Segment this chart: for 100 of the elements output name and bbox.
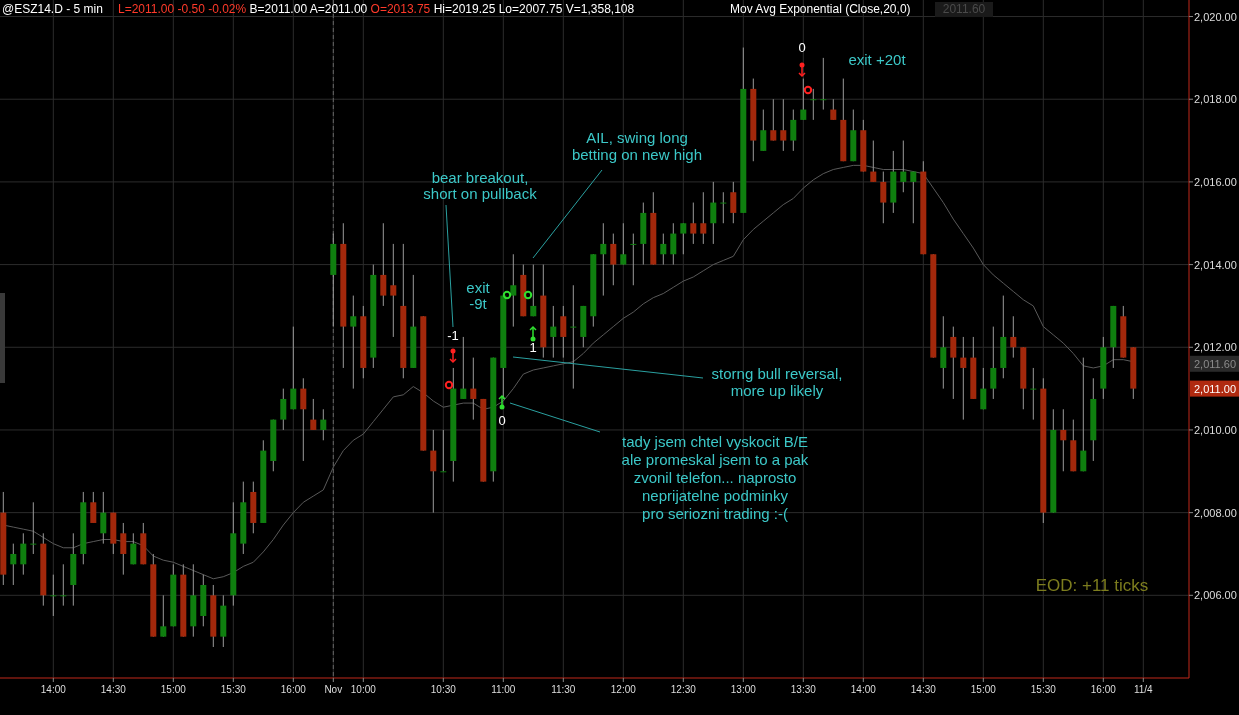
- candlestick: [550, 305, 557, 359]
- annotation: 0: [498, 413, 506, 428]
- candlestick: [310, 398, 317, 431]
- x-tick-label: 12:00: [610, 684, 637, 695]
- candlestick: [730, 181, 737, 224]
- candlestick: [160, 594, 167, 638]
- y-tick-label: 2,012.00: [1194, 341, 1237, 354]
- x-tick-label: Nov: [324, 684, 343, 695]
- chart-title: @ESZ14.D - 5 min: [2, 2, 103, 16]
- y-tick-label: 2,018.00: [1194, 93, 1237, 106]
- x-tick-label: 11:00: [491, 684, 516, 695]
- candlestick: [800, 78, 807, 121]
- text: L=2011.00 -0.50 -0.02% B=2011.00 A=2011.00 O=2013.75 Hi=2019.25 Lo=2007.75 V=1,358,108: [118, 2, 635, 16]
- candlestick: [690, 202, 697, 245]
- annotation: tady jsem chtel vyskocit B/E ale promeskal jsem to a pak zvonil telefon... naprosto neprijatelne podminky pro seriozni trading :-(: [621, 433, 809, 522]
- x-tick-label: 15:00: [970, 684, 997, 695]
- candlestick: [680, 222, 687, 255]
- candlestick: [600, 222, 607, 297]
- candlestick: [440, 429, 447, 473]
- candlestick: [320, 408, 327, 441]
- candlestick: [130, 532, 137, 565]
- candlestick: [390, 243, 397, 338]
- candlestick: [10, 543, 17, 586]
- x-tick-label: 16:00: [1090, 684, 1117, 695]
- candlestick: [770, 98, 777, 142]
- annotation: 0: [798, 40, 806, 55]
- candlestick: [710, 181, 717, 245]
- candlestick: [60, 563, 67, 607]
- y-tick-label: 2,006.00: [1194, 589, 1237, 602]
- candlestick: [940, 315, 947, 390]
- candlestick: [120, 522, 127, 576]
- candlestick: [910, 171, 917, 224]
- candlestick: [790, 109, 797, 152]
- candlestick: [900, 140, 907, 193]
- candlestick: [630, 233, 637, 286]
- x-tick-label: 12:30: [670, 684, 697, 695]
- x-tick-label: 11/4: [1133, 684, 1154, 695]
- x-tick-label: 13:30: [790, 684, 817, 695]
- x-tick-label: 10:30: [430, 684, 457, 695]
- candlestick: [950, 326, 957, 400]
- x-tick-label: 15:30: [1030, 684, 1057, 695]
- candlestick: [1030, 367, 1037, 421]
- y-tick-label: 2,008.00: [1194, 506, 1237, 519]
- candlestick: [880, 171, 887, 224]
- x-tick-label: 10:00: [350, 684, 377, 695]
- candlestick: [810, 88, 817, 121]
- y-tick-label: 2,014.00: [1194, 258, 1237, 271]
- annotation: -1: [447, 328, 459, 343]
- candlestick: [980, 367, 987, 410]
- candlestick: [530, 264, 537, 317]
- annotation: AIL, swing long betting on new high: [571, 129, 703, 163]
- x-tick-label: 15:30: [220, 684, 247, 695]
- candlestick: [960, 336, 967, 421]
- y-tick-label: 2,020.00: [1194, 10, 1237, 23]
- candlestick: [380, 222, 387, 307]
- candlestick: [670, 222, 677, 266]
- candlestick: [720, 191, 727, 224]
- y-tick-label: 2,016.00: [1194, 175, 1237, 188]
- candlestick: [620, 222, 627, 266]
- candlestick: [470, 357, 477, 421]
- x-tick-label: 14:30: [910, 684, 937, 695]
- candlestick: [760, 109, 767, 152]
- annotation: storng bull reversal, more up likely: [711, 365, 843, 399]
- candlestick: [460, 336, 467, 400]
- candlestick: [430, 429, 437, 514]
- candlestick: [100, 491, 107, 545]
- candlestick: [350, 295, 357, 390]
- candlestick: [660, 233, 667, 266]
- candlestick: [700, 191, 707, 245]
- candlestick: [30, 501, 37, 555]
- x-tick-label: 14:30: [100, 684, 127, 695]
- candlestick: [1080, 357, 1087, 472]
- x-tick-label: 16:00: [280, 684, 307, 695]
- candlestick: [510, 253, 517, 328]
- annotation: bear breakout, short on pullback: [423, 169, 538, 202]
- candlestick: [820, 57, 827, 111]
- x-tick-label: 14:00: [40, 684, 67, 695]
- x-tick-label: 14:00: [850, 684, 877, 695]
- candlestick: [610, 233, 617, 286]
- candlestick: [1060, 408, 1067, 472]
- text: Mov Avg Exponential (Close,20,0): [730, 2, 911, 16]
- annotation: exit +20t: [848, 51, 907, 68]
- x-tick-label: 15:00: [160, 684, 187, 695]
- candlestick: [780, 98, 787, 152]
- candlestick: [1010, 315, 1017, 359]
- candlestick: [20, 532, 27, 576]
- x-tick-label: 11:30: [551, 684, 576, 695]
- candlestick: [870, 140, 877, 183]
- annotation: exit -9t: [466, 279, 491, 312]
- candlestick: [300, 377, 307, 462]
- annotation: EOD: +11 ticks: [1035, 576, 1149, 595]
- candlestick: [570, 284, 577, 390]
- x-tick-label: 13:00: [730, 684, 757, 695]
- candlestick: [50, 574, 57, 617]
- candlestick: [830, 98, 837, 121]
- candlestick: [990, 326, 997, 400]
- y-tick-label: 2,010.00: [1194, 423, 1237, 436]
- text: 2,011.60: [1194, 357, 1237, 370]
- candlestick: [560, 305, 567, 359]
- candlestick: [290, 326, 297, 410]
